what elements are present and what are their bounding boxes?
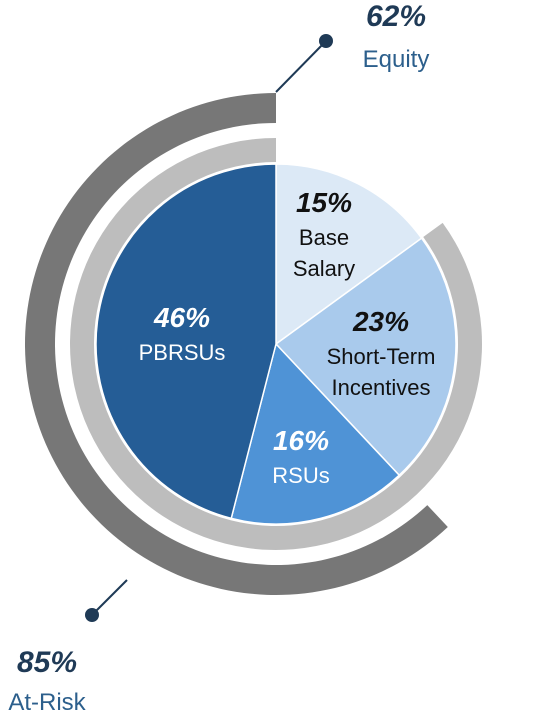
slice-name-label: Short-Term: [327, 344, 436, 369]
rings-group: [24, 93, 482, 595]
equity-leader-dot: [319, 34, 333, 48]
at-risk-label: At-Risk: [8, 689, 86, 714]
slice-percent-label: 23%: [352, 306, 409, 337]
slice-percent-label: 15%: [296, 187, 352, 218]
at-risk-callout: 85% At-Risk: [8, 579, 128, 714]
slice-percent-label: 46%: [153, 302, 210, 333]
equity-percent: 62%: [366, 0, 426, 33]
slice-name-label: Salary: [293, 256, 355, 281]
equity-callout: 62% Equity: [275, 0, 430, 93]
slice-short-term-incentives: [274, 237, 457, 477]
slice-base-salary: [275, 163, 423, 346]
equity-leader-line: [275, 40, 327, 93]
at-risk-percent: 85%: [17, 646, 77, 679]
slice-name-label: Base: [299, 225, 349, 250]
at-risk-leader-dot: [85, 608, 99, 622]
slice-rsus: [230, 342, 401, 525]
pie-slices-group: [95, 163, 457, 525]
equity-label: Equity: [363, 46, 430, 73]
slice-name-label: Incentives: [331, 375, 430, 400]
slice-name-label: RSUs: [272, 463, 329, 488]
slice-pbrsus: [95, 163, 277, 520]
at-risk-leader-line: [91, 579, 128, 616]
slice-name-label: PBRSUs: [139, 340, 226, 365]
slice-percent-label: 16%: [273, 425, 329, 456]
ring-equity: [24, 93, 448, 595]
